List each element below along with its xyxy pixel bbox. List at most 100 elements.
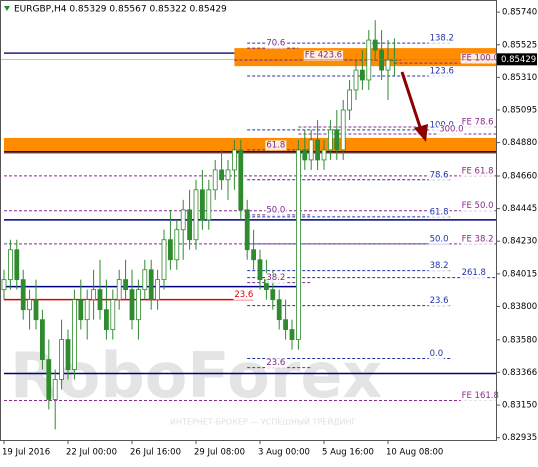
level-label: 0.0 [430, 349, 444, 359]
level-label-bg [460, 166, 495, 177]
candle-body [347, 89, 353, 111]
level-label: 78.6 [430, 170, 449, 180]
candle-body [52, 379, 58, 400]
level-label: FE 50.0 [462, 201, 494, 211]
candle-body [65, 339, 71, 371]
y-tick-label: 0.83150 [502, 401, 537, 411]
y-tick-label: 0.83800 [502, 302, 537, 312]
candle-body [91, 289, 96, 301]
y-tick-label: 0.84660 [502, 172, 537, 182]
title-icon [4, 6, 10, 11]
watermark-tagline: ИНТЕРНЕТ-БРОКЕР — УСПЕШНЫЙ ТРЕЙДИНГ [170, 416, 357, 427]
candle-body [129, 289, 135, 321]
overlay: EURGBP,H4 0.85329 0.85567 0.85322 0.8542… [0, 0, 497, 441]
level-label: 70.6 [266, 39, 285, 49]
level-label: 23.6 [430, 296, 449, 306]
candle-body [110, 299, 116, 330]
candle-body [14, 249, 20, 281]
level-label-bg [265, 140, 287, 151]
level-label-bg [460, 268, 487, 279]
candle-body [142, 269, 148, 291]
level-label-bg [303, 50, 344, 61]
level-label: 300.0 [439, 124, 463, 134]
level-label: 50.0 [266, 205, 285, 215]
level-label: FE 161.8 [462, 391, 499, 401]
level-label-bg [428, 170, 450, 181]
x-tick-label: 19 Jul 2016 [2, 448, 50, 458]
candle-body [315, 139, 321, 161]
level-label-bg [460, 53, 500, 64]
level-label-bg [265, 38, 287, 49]
y-tick-label: 0.85740 [502, 8, 537, 18]
level-label-bg [460, 234, 495, 245]
x-tick-label: 29 Jul 08:00 [194, 448, 245, 458]
y-tick-label: 0.83580 [502, 335, 537, 345]
candle-body [206, 189, 212, 221]
candle-body [289, 329, 295, 340]
candle-body [78, 299, 84, 321]
candle-body [276, 299, 282, 321]
candle-body [238, 149, 244, 211]
candle-body [97, 289, 103, 311]
candle-body [7, 249, 13, 281]
candle-body [212, 169, 218, 191]
level-label: FE 78.6 [462, 117, 494, 127]
candle-body [225, 169, 231, 181]
candle-body [321, 149, 327, 161]
x-tick-label: 22 Jul 00:00 [66, 448, 117, 458]
candle-body [20, 279, 26, 311]
candle-body [161, 239, 167, 281]
candle-body [244, 209, 250, 251]
chart-title: EURGBP,H4 0.85329 0.85567 0.85322 0.8542… [14, 5, 227, 15]
y-tick-label: 0.83366 [502, 368, 537, 378]
candle-body [59, 339, 64, 380]
level-label-bg [438, 124, 465, 135]
candle-body [84, 299, 90, 321]
level-label: 50.0 [430, 234, 449, 244]
candle-body [334, 129, 340, 151]
candle-body [385, 59, 391, 71]
level-label: FE 38.2 [462, 234, 494, 244]
level-label-bg [428, 33, 455, 44]
candle-body [270, 289, 276, 301]
candle-body [372, 39, 378, 51]
candle-body [353, 69, 359, 91]
candle-body [308, 139, 314, 161]
candle-body [283, 319, 289, 330]
candle-body [219, 169, 225, 181]
level-label: 61.8 [266, 140, 285, 150]
candle-body [257, 259, 263, 281]
level-label-bg [428, 296, 450, 307]
level-label-bg [428, 234, 450, 245]
candle-body [231, 149, 237, 171]
candle-body [33, 299, 39, 321]
y-tick-label: 0.84015 [502, 269, 537, 279]
level-label: FE 423.6 [305, 51, 342, 61]
candle-body [167, 239, 173, 261]
x-tick-label: 5 Aug 16:00 [322, 448, 374, 458]
y-tick-label: 0.84880 [502, 138, 537, 148]
candle-body [155, 279, 161, 301]
level-label-bg [233, 290, 255, 301]
level-label: FE 61.8 [462, 166, 494, 176]
candle-body [193, 189, 199, 241]
candle-body [327, 129, 333, 151]
candle-body [104, 309, 109, 330]
level-label: 23.6 [266, 358, 285, 368]
candle-body [46, 359, 52, 400]
candle-body [359, 69, 365, 81]
candle-body [251, 249, 257, 261]
candle-body [116, 279, 122, 301]
candle-body [199, 189, 205, 221]
candle-body [27, 299, 33, 311]
level-label: 61.8 [430, 207, 449, 217]
level-label: 23.6 [234, 290, 253, 300]
candle-body [135, 289, 141, 321]
y-tick-label: 0.84230 [502, 237, 537, 247]
level-label: 123.6 [430, 67, 454, 77]
level-label: 261.8 [462, 268, 486, 278]
level-label: 138.2 [430, 34, 454, 44]
zone [4, 137, 496, 154]
